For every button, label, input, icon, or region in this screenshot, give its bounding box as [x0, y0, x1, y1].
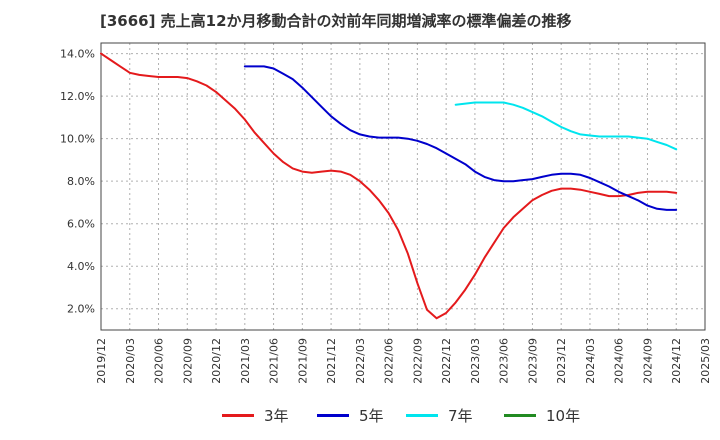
y-tick-label: 10.0%: [60, 133, 95, 146]
legend-label: 7年: [448, 406, 473, 425]
x-tick-label: 2022/09: [411, 338, 424, 384]
x-tick-label: 2022/06: [383, 338, 396, 384]
y-tick-label: 12.0%: [60, 90, 95, 103]
x-tick-label: 2022/03: [354, 338, 367, 384]
x-tick-labels: 2019/12 2020/03 2020/06 2020/09 2020/12 2021/…: [95, 338, 712, 384]
series-line-0: [100, 52, 678, 320]
x-tick-label: 2022/12: [440, 338, 453, 384]
legend-swatch: [317, 413, 349, 417]
y-tick-label: 2.0%: [67, 303, 95, 316]
chart-title: [3666] 売上高12か月移動合計の対前年同期増減率の標準偏差の推移: [100, 12, 572, 30]
x-tick-label: 2023/12: [555, 338, 568, 384]
x-tick-label: 2019/12: [95, 338, 108, 384]
y-tick-label: 8.0%: [67, 175, 95, 188]
x-tick-label: 2024/12: [670, 338, 683, 384]
plot-frame: [100, 42, 706, 331]
x-tick-label: 2025/03: [699, 338, 712, 384]
axes: [100, 42, 706, 331]
x-tick-label: 2020/03: [124, 338, 137, 384]
x-tick-label: 2021/06: [268, 338, 281, 384]
x-tick-label: 2023/03: [469, 338, 482, 384]
x-tick-label: 2023/09: [526, 338, 539, 384]
x-tick-label: 2021/03: [239, 338, 252, 384]
series-line-1: [243, 65, 678, 211]
x-tick-label: 2020/12: [210, 338, 223, 384]
legend-item: 5年: [317, 403, 384, 427]
legend-label: 3年: [264, 406, 289, 425]
x-tick-label: 2020/06: [153, 338, 166, 384]
x-tick-label: 2024/06: [613, 338, 626, 384]
y-tick-label: 14.0%: [60, 48, 95, 61]
x-tick-label: 2021/12: [325, 338, 338, 384]
legend-label: 10年: [546, 406, 581, 425]
x-tick-label: 2024/03: [584, 338, 597, 384]
x-tick-label: 2020/09: [181, 338, 194, 384]
y-tick-label: 4.0%: [67, 260, 95, 273]
legend-swatch: [222, 413, 254, 417]
x-tick-label: 2021/09: [296, 338, 309, 384]
legend-item: 10年: [504, 403, 580, 427]
legend-item: 3年: [222, 403, 289, 427]
series-line-2: [454, 101, 678, 151]
grid: [101, 43, 705, 330]
legend: 3年 5年 7年 10年: [0, 403, 720, 427]
legend-item: 7年: [406, 403, 473, 427]
legend-swatch: [504, 413, 536, 417]
legend-label: 5年: [359, 406, 384, 425]
x-tick-label: 2024/09: [641, 338, 654, 384]
x-tick-label: 2023/06: [498, 338, 511, 384]
series-lines: [100, 52, 678, 320]
y-tick-label: 6.0%: [67, 218, 95, 231]
legend-swatch: [406, 413, 438, 417]
y-tick-labels: 2.0% 4.0% 6.0% 8.0% 10.0% 12.0% 14.0%: [60, 48, 95, 316]
